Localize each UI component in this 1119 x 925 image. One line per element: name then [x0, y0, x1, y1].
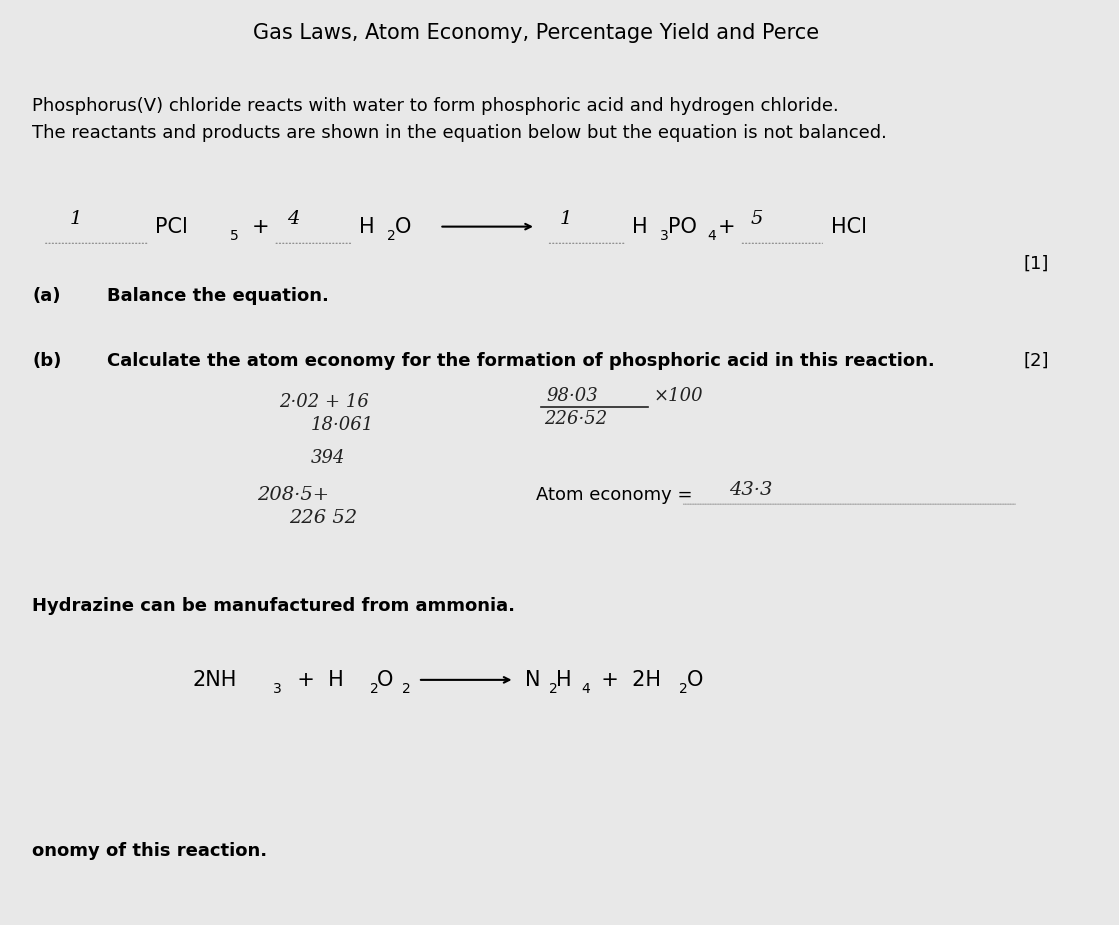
- Text: 2: 2: [402, 682, 411, 697]
- Text: 2NH: 2NH: [192, 670, 237, 690]
- Text: H: H: [359, 216, 375, 237]
- Text: 2: 2: [369, 682, 378, 697]
- Text: N: N: [525, 670, 540, 690]
- Text: H: H: [632, 216, 648, 237]
- Text: Calculate the atom economy for the formation of phosphoric acid in this reaction: Calculate the atom economy for the forma…: [107, 352, 935, 370]
- Text: Phosphorus(V) chloride reacts with water to form phosphoric acid and hydrogen ch: Phosphorus(V) chloride reacts with water…: [32, 97, 887, 142]
- Text: Atom economy =: Atom economy =: [536, 486, 693, 504]
- Text: 3: 3: [273, 682, 282, 697]
- Text: O: O: [394, 216, 411, 237]
- Text: 2: 2: [548, 682, 557, 697]
- Text: 4: 4: [288, 210, 300, 228]
- Text: O: O: [687, 670, 704, 690]
- Text: 98·03: 98·03: [546, 387, 599, 405]
- Text: PO: PO: [668, 216, 696, 237]
- Text: 43·3: 43·3: [728, 481, 772, 500]
- Text: Gas Laws, Atom Economy, Percentage Yield and Perce: Gas Laws, Atom Economy, Percentage Yield…: [253, 23, 819, 43]
- Text: 5: 5: [231, 228, 239, 243]
- Text: 2: 2: [679, 682, 688, 697]
- Text: PCl: PCl: [156, 216, 188, 237]
- Text: 394: 394: [311, 449, 346, 467]
- Text: H: H: [556, 670, 572, 690]
- Text: 4: 4: [707, 228, 716, 243]
- Text: [1]: [1]: [1024, 254, 1049, 273]
- Text: 5: 5: [750, 210, 763, 228]
- Text: 18·061: 18·061: [311, 416, 374, 435]
- Text: +: +: [252, 216, 270, 237]
- Text: +  H: + H: [284, 670, 344, 690]
- Text: (a): (a): [32, 287, 60, 305]
- Text: 1: 1: [560, 210, 572, 228]
- Text: 208·5+: 208·5+: [257, 486, 329, 504]
- Text: 4: 4: [581, 682, 590, 697]
- Text: 226·52: 226·52: [545, 410, 608, 428]
- Text: +  2H: + 2H: [589, 670, 661, 690]
- Text: 2: 2: [387, 228, 396, 243]
- Text: onomy of this reaction.: onomy of this reaction.: [32, 842, 267, 860]
- Text: 1: 1: [69, 210, 82, 228]
- Text: +: +: [718, 216, 735, 237]
- Text: Hydrazine can be manufactured from ammonia.: Hydrazine can be manufactured from ammon…: [32, 597, 515, 615]
- Text: (b): (b): [32, 352, 62, 370]
- Text: HCl: HCl: [830, 216, 866, 237]
- Text: O: O: [377, 670, 394, 690]
- Text: 2·02 + 16: 2·02 + 16: [279, 393, 368, 412]
- Text: Balance the equation.: Balance the equation.: [107, 287, 329, 305]
- Text: 3: 3: [660, 228, 669, 243]
- Text: [2]: [2]: [1024, 352, 1049, 370]
- Text: 226 52: 226 52: [290, 509, 357, 527]
- Text: ×100: ×100: [653, 387, 704, 405]
